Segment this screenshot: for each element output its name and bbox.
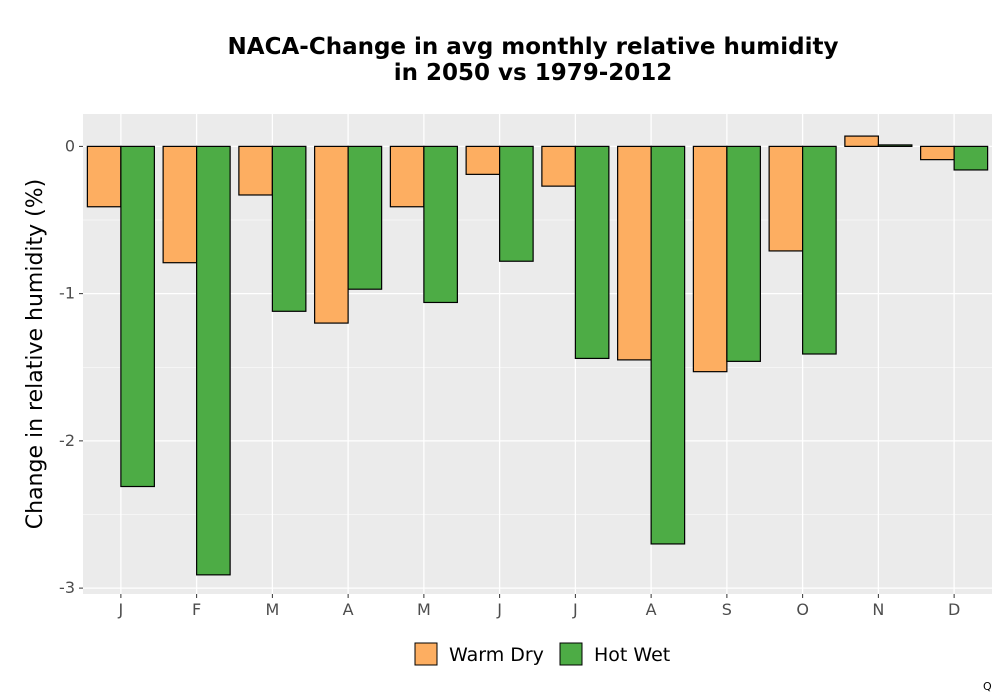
bar-hot-wet (423, 145, 458, 304)
bar-warm-dry (617, 145, 652, 361)
bar-hot-wet (499, 145, 534, 262)
legend: Warm Dry Hot Wet (414, 642, 670, 666)
bar-warm-dry (844, 135, 879, 147)
x-tick-label: A (343, 600, 354, 619)
corner-mark: Q (983, 680, 992, 693)
chart-title-line-2: in 2050 vs 1979-2012 (394, 60, 673, 86)
chart-title-line-1: NACA-Change in avg monthly relative humi… (228, 34, 839, 60)
legend-swatch-warm-dry (414, 642, 438, 666)
x-tick-label: M (417, 600, 431, 619)
bar-warm-dry (692, 145, 728, 373)
bar-hot-wet (726, 145, 761, 362)
x-tick-label: J (572, 600, 578, 619)
bar-hot-wet (271, 145, 307, 312)
x-tick-label: S (722, 600, 732, 619)
bar-warm-dry (238, 145, 273, 196)
y-tick-label: -2 (59, 431, 75, 450)
plot-panel (83, 114, 992, 594)
bar-warm-dry (314, 145, 349, 324)
bar-warm-dry (389, 145, 425, 208)
bar-hot-wet (953, 145, 989, 171)
y-axis-label: Change in relative humidity (%) (23, 179, 48, 529)
y-axis: 0 -1 -2 -3 (59, 136, 83, 597)
x-tick-label: O (796, 600, 809, 619)
bar-hot-wet (877, 144, 913, 147)
bar-hot-wet (574, 145, 610, 360)
bar-warm-dry (920, 145, 955, 161)
bar-warm-dry (541, 145, 576, 187)
y-tick-label: -1 (59, 284, 75, 303)
legend-label-hot-wet: Hot Wet (594, 644, 670, 666)
legend-swatch-hot-wet (559, 642, 583, 666)
y-tick-label: -3 (59, 578, 75, 597)
x-tick-label: J (496, 600, 502, 619)
bar-warm-dry (86, 145, 122, 208)
legend-label-warm-dry: Warm Dry (449, 644, 544, 666)
bar-hot-wet (802, 145, 837, 355)
bars (86, 135, 989, 576)
x-tick-label: F (192, 600, 201, 619)
x-tick-label: N (872, 600, 884, 619)
bar-hot-wet (120, 145, 155, 488)
x-tick-label: D (948, 600, 960, 619)
y-tick-label: 0 (65, 136, 75, 155)
bar-warm-dry (465, 145, 501, 175)
x-tick-label: A (646, 600, 657, 619)
bar-warm-dry (768, 145, 804, 252)
bar-hot-wet (196, 145, 231, 576)
bar-warm-dry (162, 145, 198, 264)
grid-minor (83, 219, 992, 515)
x-tick-label: J (118, 600, 124, 619)
bar-hot-wet (347, 145, 383, 290)
x-tick-label: M (265, 600, 279, 619)
bar-hot-wet (650, 145, 686, 545)
